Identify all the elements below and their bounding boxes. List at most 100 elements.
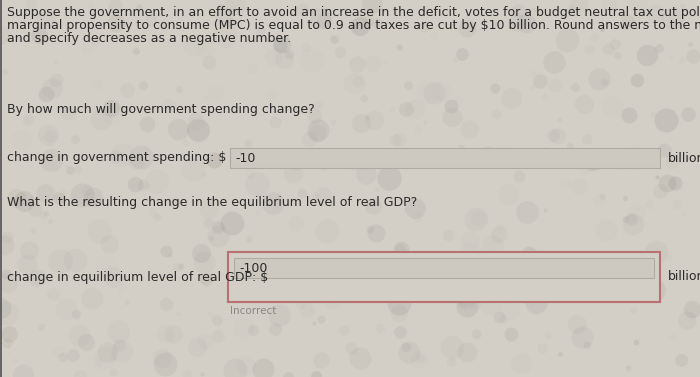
Point xyxy=(663,254,674,261)
Point xyxy=(88,194,99,200)
Point xyxy=(328,119,339,125)
Point xyxy=(129,181,140,187)
Point xyxy=(389,137,400,143)
Point xyxy=(658,147,669,153)
Point xyxy=(113,342,125,348)
Point xyxy=(38,212,49,218)
Point xyxy=(339,327,350,333)
Point xyxy=(458,299,469,305)
Point xyxy=(288,170,299,176)
Point xyxy=(191,343,202,349)
Point xyxy=(41,210,52,216)
Point xyxy=(278,55,289,61)
Point xyxy=(246,66,258,72)
Point xyxy=(542,332,554,338)
Point xyxy=(199,170,210,176)
Point xyxy=(540,207,551,213)
Point xyxy=(648,110,659,116)
Point xyxy=(470,331,482,337)
Point xyxy=(321,228,332,234)
Point xyxy=(168,155,179,161)
Point xyxy=(643,201,655,207)
Point xyxy=(504,307,515,313)
Text: What is the resulting change in the equilibrium level of real GDP?: What is the resulting change in the equi… xyxy=(7,196,417,209)
Point xyxy=(80,339,91,345)
Point xyxy=(610,41,621,47)
Point xyxy=(473,215,484,221)
Point xyxy=(667,15,678,21)
Point xyxy=(314,281,325,287)
Point xyxy=(113,328,124,334)
Point xyxy=(29,206,41,212)
Point xyxy=(464,251,475,257)
Point xyxy=(484,301,496,307)
Point xyxy=(269,326,280,332)
Point xyxy=(89,359,100,365)
Text: -10: -10 xyxy=(235,152,256,164)
Point xyxy=(290,158,301,164)
Point xyxy=(265,92,276,98)
Point xyxy=(159,361,170,367)
Point xyxy=(524,251,535,257)
Point xyxy=(355,23,366,29)
Point xyxy=(650,10,661,16)
Point xyxy=(684,41,695,47)
Point xyxy=(682,317,693,323)
Point xyxy=(531,282,542,288)
Point xyxy=(152,178,163,184)
Point xyxy=(10,195,22,201)
Point xyxy=(423,89,434,95)
Point xyxy=(540,93,551,100)
Point xyxy=(394,310,405,316)
Point xyxy=(666,158,678,164)
Point xyxy=(50,59,61,65)
Text: and specify decreases as a negative number.: and specify decreases as a negative numb… xyxy=(7,32,291,45)
Point xyxy=(491,111,502,117)
Point xyxy=(167,199,178,205)
Text: billion: billion xyxy=(668,152,700,164)
Bar xyxy=(230,148,660,168)
Point xyxy=(654,45,665,51)
Point xyxy=(370,288,382,294)
Point xyxy=(536,345,547,351)
Point xyxy=(130,158,141,164)
Point xyxy=(247,328,258,334)
Point xyxy=(167,331,178,337)
Point xyxy=(1,340,12,346)
Point xyxy=(493,230,504,236)
Point xyxy=(393,44,405,50)
Point xyxy=(573,0,584,6)
Point xyxy=(130,48,141,54)
Text: change in equilibrium level of real GDP: $: change in equilibrium level of real GDP:… xyxy=(7,271,268,284)
Point xyxy=(94,228,105,234)
Point xyxy=(505,95,517,101)
Text: billion: billion xyxy=(668,271,700,284)
Point xyxy=(161,248,172,254)
Text: Suppose the government, in an effort to avoid an increase in the deficit, votes : Suppose the government, in an effort to … xyxy=(7,6,700,19)
Point xyxy=(162,273,174,279)
Point xyxy=(212,224,223,230)
Point xyxy=(368,60,379,66)
Point xyxy=(141,121,153,127)
Point xyxy=(205,234,216,241)
Point xyxy=(77,192,88,198)
Point xyxy=(24,247,35,253)
Point xyxy=(284,51,295,57)
Point xyxy=(297,6,308,12)
Point xyxy=(151,214,162,220)
Point xyxy=(216,3,227,9)
Point xyxy=(307,57,318,63)
Point xyxy=(220,32,231,38)
Point xyxy=(348,80,359,86)
Point xyxy=(371,186,382,192)
Point xyxy=(317,192,328,198)
Point xyxy=(682,111,694,117)
Point xyxy=(629,154,640,160)
Point xyxy=(0,242,10,248)
Point xyxy=(631,77,643,83)
Point xyxy=(419,119,430,125)
Point xyxy=(99,355,111,361)
Point xyxy=(81,46,92,52)
Point xyxy=(650,249,662,255)
Point xyxy=(442,232,454,238)
